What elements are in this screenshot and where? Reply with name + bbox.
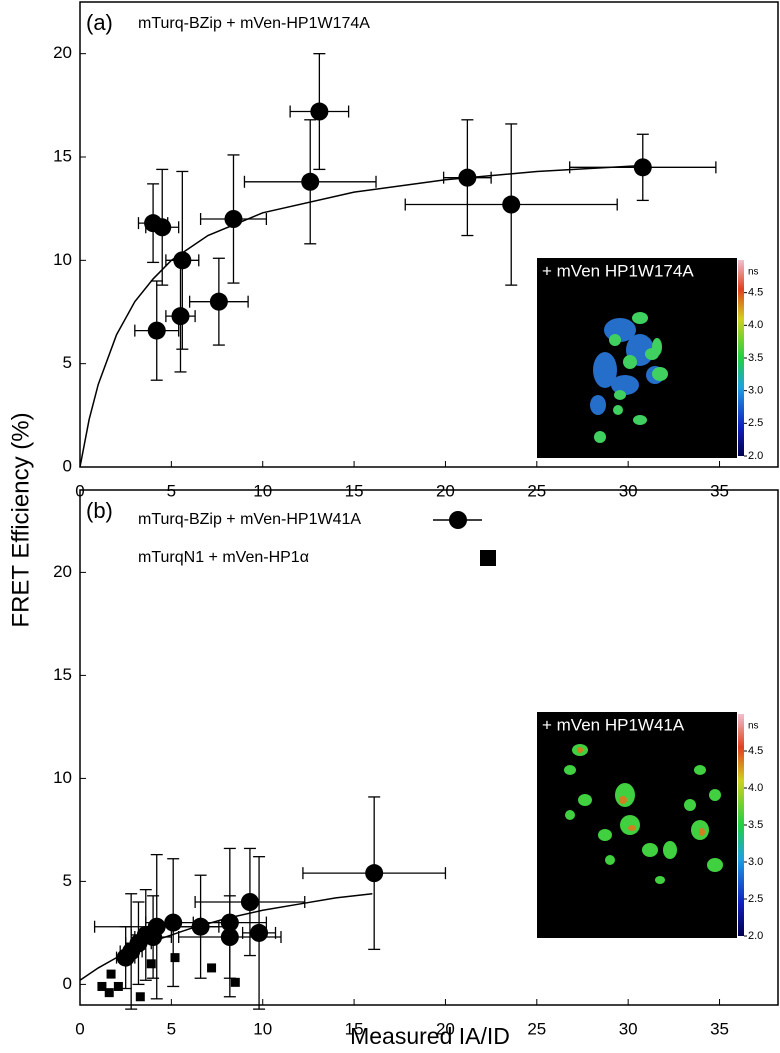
x-tick-label: 20 — [436, 481, 455, 500]
colorbar-tick-label: 2.0 — [748, 930, 763, 942]
colorbar-tick-label: 3.0 — [748, 385, 763, 397]
data-point — [147, 321, 166, 340]
data-point — [458, 168, 477, 187]
x-tick-label: 30 — [619, 481, 638, 500]
data-point — [164, 913, 183, 932]
y-tick-label: 0 — [63, 974, 72, 993]
data-point — [171, 307, 190, 326]
data-point — [170, 953, 180, 963]
colorbar-tick-label: 3.5 — [748, 352, 763, 364]
x-tick-label: 25 — [527, 1019, 546, 1038]
y-tick-label: 15 — [53, 146, 72, 165]
colorbar-tick-label: 4.5 — [748, 287, 763, 299]
colorbar-tick-label: 4.0 — [748, 782, 763, 794]
y-axis-label: FRET Efficiency (%) — [7, 412, 34, 627]
legend-label: mTurq-BZip + mVen-HP1W41A — [138, 511, 361, 528]
colorbar-tick-label: 3.0 — [748, 856, 763, 868]
x-tick-label: 15 — [345, 481, 364, 500]
data-point — [220, 928, 239, 947]
x-tick-label: 30 — [619, 1019, 638, 1038]
colorbar-tick-label: 4.0 — [748, 319, 763, 331]
x-tick-label: 15 — [345, 1019, 364, 1038]
x-tick-label: 10 — [253, 1019, 272, 1038]
series-label: mTurq-BZip + mVen-HP1W174A — [138, 15, 370, 32]
colorbar-tick-label: 4.5 — [748, 745, 763, 757]
y-tick-label: 5 — [63, 871, 72, 890]
data-point — [310, 102, 329, 121]
y-tick-label: 10 — [53, 768, 72, 787]
data-point — [365, 864, 384, 883]
data-point — [633, 158, 652, 177]
y-tick-label: 20 — [53, 43, 72, 62]
data-point — [113, 981, 123, 991]
panel-label: (b) — [86, 498, 113, 523]
plot-frame — [79, 1, 779, 468]
data-point — [104, 988, 114, 998]
x-tick-label: 5 — [167, 481, 176, 500]
data-point — [153, 218, 172, 237]
data-point — [502, 195, 521, 214]
data-point — [250, 923, 269, 942]
x-tick-label: 10 — [253, 481, 272, 500]
legend-marker — [449, 511, 467, 529]
data-point — [146, 959, 156, 969]
y-tick-label: 10 — [53, 250, 72, 269]
inset-label: + mVen HP1W174A — [542, 261, 694, 280]
inset-image-b — [537, 712, 744, 938]
colorbar-unit: ns — [748, 267, 759, 278]
data-point — [224, 210, 243, 228]
colorbar-tick-label: 2.5 — [748, 893, 763, 905]
legend-label: mTurqN1 + mVen-HP1α — [138, 549, 309, 566]
data-point — [301, 172, 320, 191]
y-tick-label: 20 — [53, 562, 72, 581]
legend-marker — [480, 550, 496, 566]
data-point — [116, 948, 135, 967]
data-point — [240, 893, 259, 911]
colorbar-tick-label: 2.0 — [748, 450, 763, 462]
y-tick-label: 5 — [63, 353, 72, 372]
x-tick-label: 0 — [75, 1019, 84, 1038]
data-point — [97, 981, 107, 991]
panel-label: (a) — [86, 10, 113, 35]
inset-image-a — [537, 258, 744, 458]
data-point — [106, 969, 116, 979]
colorbar-tick-label: 2.5 — [748, 417, 763, 429]
x-tick-label: 5 — [167, 1019, 176, 1038]
x-tick-label: 35 — [710, 481, 729, 500]
data-point — [230, 977, 240, 987]
x-axis-label: Measured IA/ID — [350, 1023, 510, 1049]
colorbar-unit: ns — [748, 721, 759, 732]
data-point — [209, 292, 228, 311]
y-tick-label: 15 — [53, 665, 72, 684]
x-tick-label: 20 — [436, 1019, 455, 1038]
plot-frame — [79, 489, 779, 1006]
inset-label: + mVen HP1W41A — [542, 715, 685, 734]
x-tick-label: 25 — [527, 481, 546, 500]
data-point — [207, 963, 217, 973]
y-tick-label: 0 — [63, 456, 72, 475]
x-tick-label: 35 — [710, 1019, 729, 1038]
colorbar-tick-label: 3.5 — [748, 819, 763, 831]
data-point — [135, 992, 145, 1002]
